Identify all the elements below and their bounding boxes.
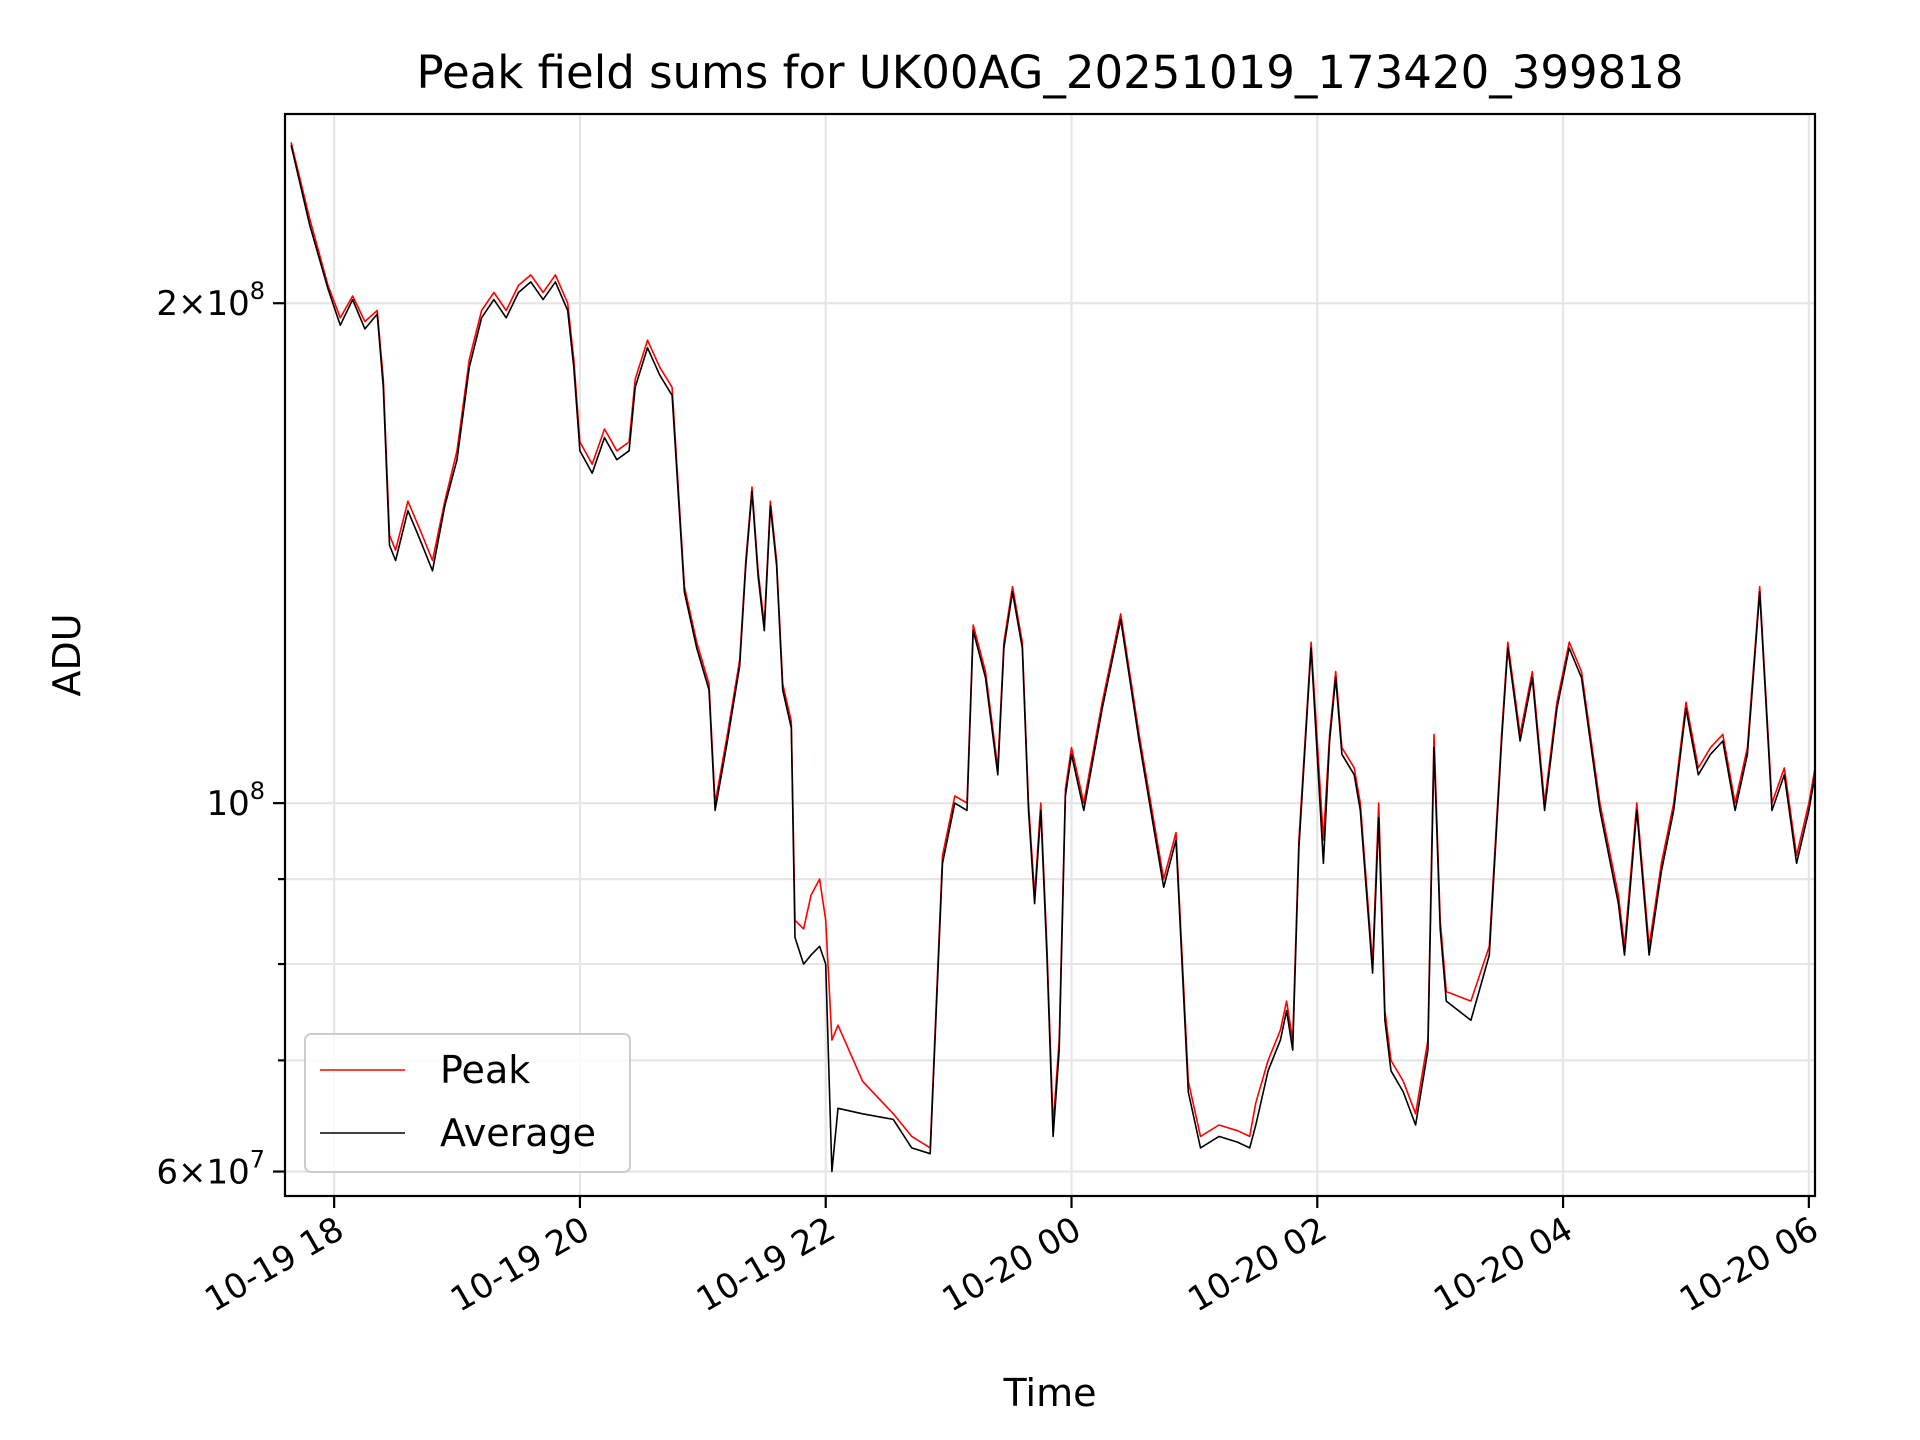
y-tick-label: 2×108 bbox=[156, 277, 265, 324]
y-tick-label: 108 bbox=[206, 777, 265, 824]
x-axis-label: Time bbox=[1003, 1371, 1097, 1415]
legend-peak-label: Peak bbox=[440, 1048, 530, 1092]
x-tick-label: 10-19 20 bbox=[444, 1209, 596, 1320]
x-tick-label: 10-19 18 bbox=[198, 1209, 350, 1320]
chart-title: Peak field sums for UK00AG_20251019_1734… bbox=[417, 46, 1684, 99]
x-axis-ticks: 10-19 18 10-19 20 10-19 22 10-20 00 10-20 02… bbox=[198, 1196, 1825, 1320]
y-axis-label: ADU bbox=[45, 613, 89, 696]
legend-average-label: Average bbox=[440, 1111, 596, 1155]
series-lines bbox=[290, 142, 1815, 1173]
plot-frame bbox=[283, 112, 1817, 1198]
x-tick-label: 10-20 06 bbox=[1673, 1209, 1825, 1320]
x-tick-label: 10-20 02 bbox=[1181, 1209, 1333, 1320]
y-tick-label: 6×107 bbox=[156, 1146, 265, 1193]
series-line-peak bbox=[290, 142, 1815, 1149]
series-line-average bbox=[290, 145, 1815, 1173]
x-tick-label: 10-20 00 bbox=[936, 1209, 1088, 1320]
legend: Peak Average bbox=[304, 1033, 631, 1173]
x-tick-label: 10-19 22 bbox=[690, 1209, 842, 1320]
y-axis-ticks: 6×107 108 2×108 bbox=[156, 277, 285, 1193]
x-tick-label: 10-20 04 bbox=[1427, 1209, 1579, 1320]
legend-box bbox=[304, 1033, 631, 1173]
